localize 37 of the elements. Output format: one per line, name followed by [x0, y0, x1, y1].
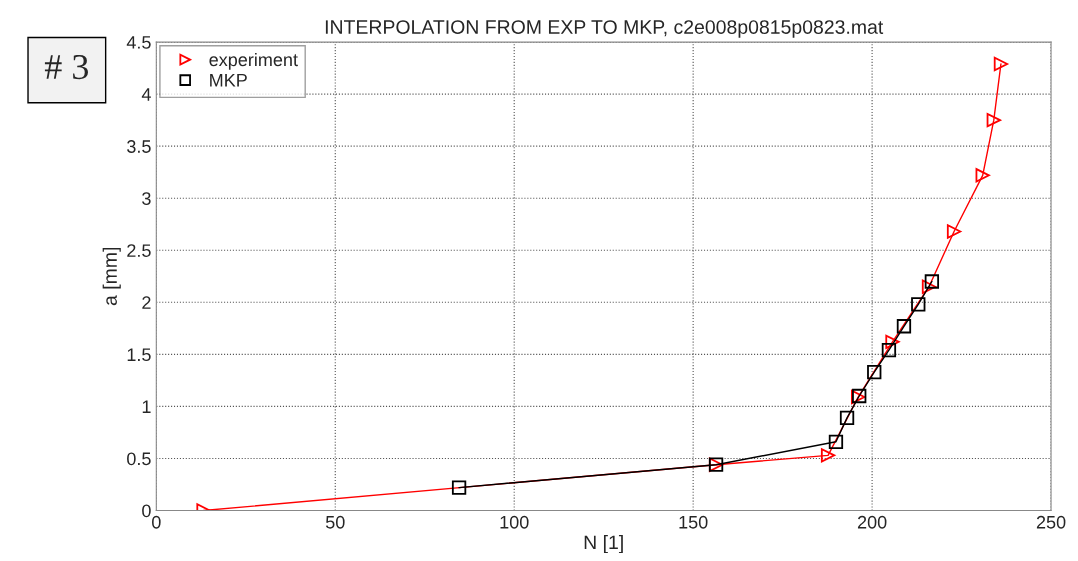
legend-label: experiment: [209, 52, 298, 70]
y-tick-label: 1: [142, 400, 151, 413]
point: [451, 480, 467, 495]
x-tick-label: 100: [500, 515, 529, 529]
point: [975, 168, 990, 183]
x-tick-label: 0: [152, 515, 161, 529]
y-tick-label: 0.5: [127, 452, 151, 466]
x-tick-label: 50: [325, 515, 345, 529]
chart-title: INTERPOLATION FROM EXP TO MKP, c2e008p0815p0823.mat: [325, 20, 884, 38]
y-tick-label: 2: [142, 296, 151, 309]
y-tick-label: 3.5: [127, 140, 151, 153]
point: [993, 56, 1009, 72]
point: [896, 319, 912, 334]
x-axis-title: N [1]: [584, 534, 623, 554]
point: [924, 274, 940, 289]
y-axis-title: a [mm]: [102, 247, 121, 306]
y-tick-label: 1.5: [127, 348, 151, 362]
y-tick-label: 4.5: [126, 36, 151, 49]
point: [820, 448, 836, 463]
point: [828, 434, 844, 449]
y-tick-label: 4: [141, 88, 151, 101]
x-tick-label: 150: [679, 515, 708, 529]
y-tick-label: 3: [142, 192, 151, 205]
x-tick-label: 250: [1036, 515, 1066, 529]
text: # 3: [44, 54, 88, 80]
point: [839, 410, 855, 426]
point: [911, 297, 926, 312]
point: [867, 364, 882, 380]
y-tick-label: 0: [142, 504, 151, 518]
point: [885, 334, 900, 350]
point: [986, 112, 1001, 128]
point: [881, 343, 897, 358]
legend-label: MKP: [210, 74, 247, 87]
point: [946, 224, 962, 239]
y-tick-label: 2.5: [127, 244, 151, 257]
x-tick-label: 200: [857, 515, 887, 529]
point: [921, 279, 937, 294]
